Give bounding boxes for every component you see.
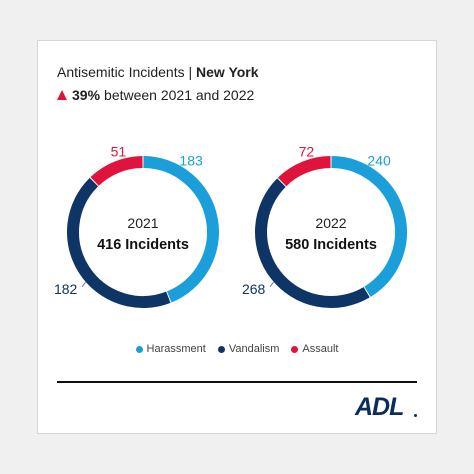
data-label-vandalism: 182 — [54, 281, 78, 297]
donut-segment-vandalism — [255, 178, 370, 308]
legend-item-harassment: Harassment — [135, 343, 206, 355]
legend-swatch-assault — [291, 345, 299, 353]
leader-line-vandalism — [81, 281, 86, 288]
data-label-assault: 51 — [111, 144, 127, 160]
legend-item-assault: Assault — [291, 343, 338, 355]
chart-title: Antisemitic Incidents | New York — [57, 64, 259, 80]
donut-segment-harassment — [143, 156, 219, 303]
legend-label: Harassment — [146, 343, 206, 355]
change-text: between 2021 and 2022 — [104, 87, 255, 103]
data-label-harassment: 240 — [367, 153, 391, 169]
data-label-assault: 72 — [299, 144, 315, 160]
donut-year-label: 2021 — [127, 215, 158, 231]
donut-segment-harassment — [331, 156, 407, 297]
legend-label: Assault — [302, 343, 339, 355]
increase-arrow-icon — [57, 90, 67, 100]
leader-line-vandalism — [269, 281, 274, 288]
logo-mark — [414, 414, 417, 417]
donut-total-label: 416 Incidents — [97, 237, 189, 253]
legend-item-vandalism: Vandalism — [217, 343, 280, 355]
donut-segment-vandalism — [67, 177, 171, 308]
donut-segment-assault — [90, 156, 143, 186]
legend-swatch-vandalism — [217, 345, 225, 353]
legend: Harassment Vandalism Assault — [0, 343, 474, 355]
donut-total-label: 580 Incidents — [285, 237, 377, 253]
donut-segment-assault — [277, 156, 331, 187]
divider-rule — [57, 381, 417, 383]
chart-card — [37, 40, 437, 434]
title-main: Antisemitic Incidents | — [57, 64, 197, 80]
adl-logo: ADL — [355, 393, 404, 421]
donut-year-label: 2022 — [315, 215, 346, 231]
title-location: New York — [196, 64, 259, 80]
chart-subtitle: 39% between 2021 and 2022 — [57, 87, 254, 103]
data-label-harassment: 183 — [179, 153, 203, 169]
data-label-vandalism: 268 — [242, 281, 266, 297]
legend-label: Vandalism — [228, 343, 280, 355]
legend-swatch-harassment — [135, 345, 143, 353]
change-percent: 39% — [72, 87, 101, 103]
